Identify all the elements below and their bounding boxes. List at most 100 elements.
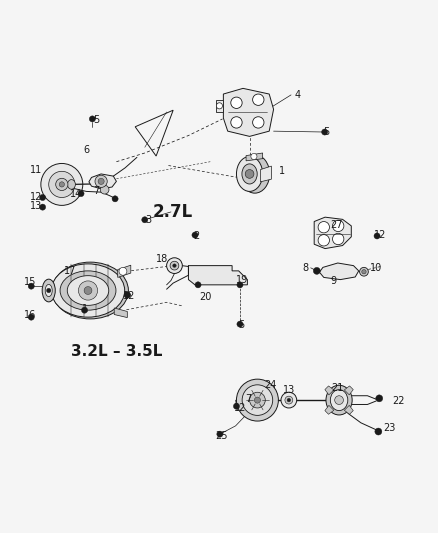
Circle shape (237, 379, 279, 421)
Polygon shape (325, 386, 334, 395)
Polygon shape (319, 263, 359, 280)
Polygon shape (344, 386, 353, 395)
Polygon shape (344, 406, 353, 414)
Circle shape (376, 395, 383, 402)
Circle shape (216, 103, 223, 109)
Text: 3: 3 (145, 215, 152, 225)
Text: 27: 27 (331, 221, 343, 230)
Ellipse shape (330, 390, 348, 410)
Circle shape (374, 233, 380, 239)
Text: 23: 23 (383, 423, 396, 433)
Circle shape (250, 392, 265, 408)
Circle shape (49, 171, 75, 198)
Polygon shape (261, 166, 272, 182)
Text: 2.7L: 2.7L (153, 203, 193, 221)
Text: 10: 10 (370, 263, 382, 273)
Circle shape (78, 190, 84, 197)
Circle shape (95, 175, 107, 188)
Text: 12: 12 (374, 230, 386, 240)
Ellipse shape (60, 271, 116, 310)
Circle shape (166, 258, 182, 273)
Circle shape (124, 292, 131, 298)
Polygon shape (223, 88, 274, 136)
Polygon shape (246, 153, 263, 161)
Circle shape (84, 287, 92, 294)
Text: 7: 7 (246, 394, 252, 404)
Ellipse shape (326, 385, 352, 415)
Circle shape (253, 94, 264, 106)
Text: 5: 5 (93, 115, 99, 125)
Circle shape (318, 235, 329, 246)
Text: 14: 14 (70, 189, 82, 199)
Circle shape (253, 117, 264, 128)
Ellipse shape (240, 155, 270, 193)
Text: 12: 12 (124, 291, 136, 301)
Text: 5: 5 (238, 320, 244, 329)
Circle shape (28, 283, 34, 289)
Circle shape (81, 307, 88, 313)
Text: 22: 22 (392, 396, 405, 406)
Ellipse shape (237, 157, 263, 191)
Circle shape (242, 385, 273, 415)
Circle shape (41, 164, 83, 205)
Ellipse shape (45, 285, 52, 297)
Circle shape (119, 268, 127, 275)
Text: 21: 21 (332, 383, 344, 393)
Polygon shape (114, 308, 127, 318)
Circle shape (237, 321, 243, 327)
Ellipse shape (67, 276, 109, 305)
Circle shape (285, 396, 293, 404)
Polygon shape (325, 406, 334, 414)
Text: 16: 16 (24, 310, 36, 319)
Text: 2: 2 (193, 231, 199, 241)
Text: 13: 13 (283, 385, 295, 394)
Circle shape (39, 195, 46, 200)
Circle shape (231, 117, 242, 128)
Circle shape (254, 397, 261, 403)
Circle shape (233, 403, 240, 409)
Circle shape (362, 270, 366, 274)
Polygon shape (215, 100, 223, 111)
Circle shape (195, 282, 201, 288)
Ellipse shape (242, 164, 257, 184)
Polygon shape (314, 217, 351, 248)
Text: 19: 19 (236, 274, 248, 285)
Text: 12: 12 (234, 403, 246, 414)
Circle shape (173, 264, 176, 268)
Text: 15: 15 (24, 277, 36, 287)
Circle shape (318, 222, 329, 233)
Text: 1: 1 (82, 304, 88, 314)
Circle shape (375, 428, 382, 435)
Text: 9: 9 (330, 276, 336, 286)
Ellipse shape (52, 262, 128, 319)
Ellipse shape (67, 180, 75, 189)
Circle shape (287, 398, 290, 402)
Circle shape (78, 281, 98, 300)
Circle shape (124, 292, 131, 298)
Ellipse shape (42, 279, 55, 302)
Circle shape (89, 116, 95, 122)
Ellipse shape (51, 264, 125, 317)
Text: 3.2L – 3.5L: 3.2L – 3.5L (71, 344, 162, 359)
Text: 17: 17 (64, 266, 76, 276)
Text: 12: 12 (30, 192, 42, 201)
Polygon shape (89, 174, 117, 189)
Text: 20: 20 (199, 292, 211, 302)
Polygon shape (188, 265, 247, 285)
Circle shape (237, 282, 243, 288)
Circle shape (245, 169, 254, 179)
Circle shape (281, 392, 297, 408)
Text: 25: 25 (215, 431, 227, 441)
Circle shape (360, 268, 368, 276)
Circle shape (39, 204, 46, 210)
Circle shape (332, 220, 344, 231)
Circle shape (56, 179, 68, 190)
Circle shape (313, 268, 320, 274)
Text: 1: 1 (279, 166, 286, 176)
Text: 11: 11 (30, 165, 42, 175)
Circle shape (217, 431, 223, 437)
Text: 24: 24 (264, 380, 277, 390)
Circle shape (98, 179, 104, 184)
Circle shape (142, 217, 148, 223)
Circle shape (321, 129, 328, 135)
